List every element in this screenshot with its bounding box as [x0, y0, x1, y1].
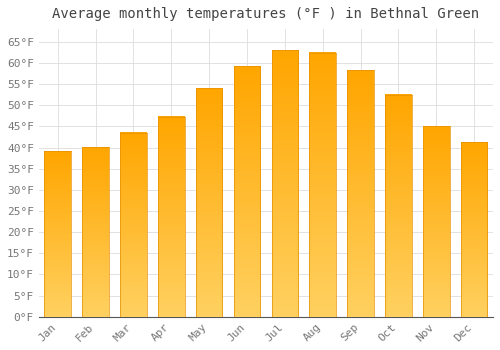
Title: Average monthly temperatures (°F ) in Bethnal Green: Average monthly temperatures (°F ) in Be… — [52, 7, 480, 21]
